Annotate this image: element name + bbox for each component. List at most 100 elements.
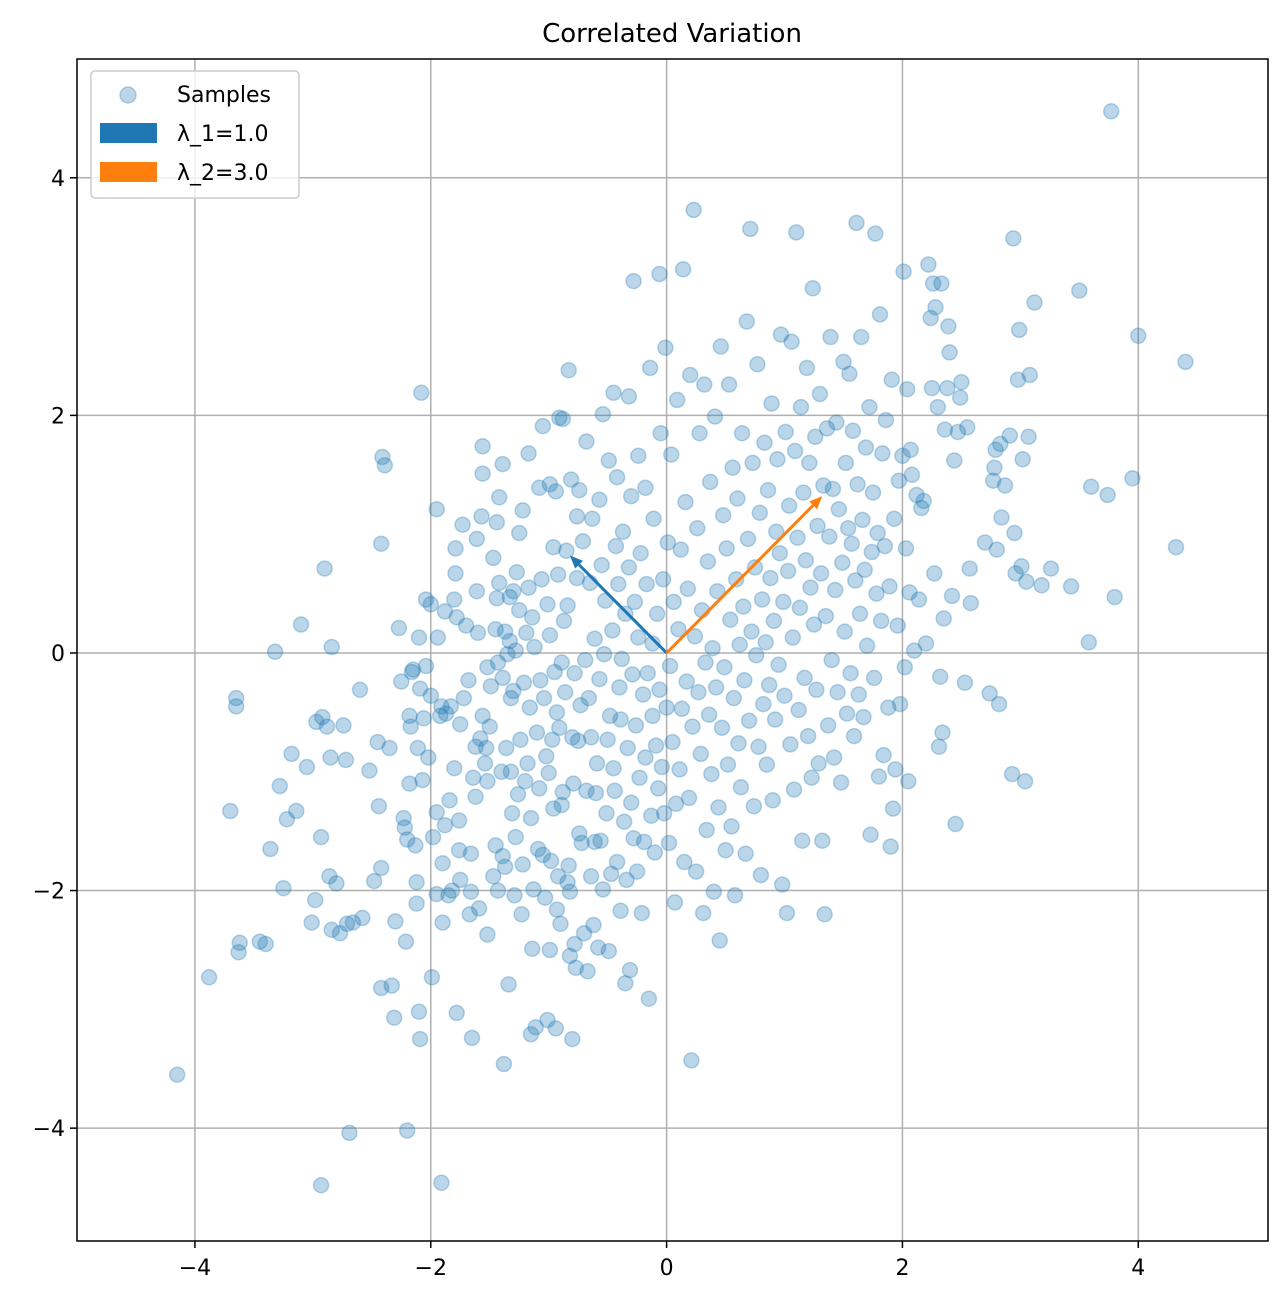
sample-point	[803, 769, 820, 786]
sample-point	[447, 540, 464, 557]
sample-point	[566, 935, 583, 953]
sample-point	[536, 889, 554, 906]
sample-point	[1080, 634, 1098, 651]
sample-point	[476, 755, 494, 772]
sample-point	[573, 834, 590, 852]
sample-point	[740, 712, 758, 729]
sample-point	[723, 818, 740, 835]
sample-point	[411, 1030, 429, 1048]
sample-point	[578, 782, 595, 800]
legend-lambda2-patch	[100, 162, 157, 182]
x-tick-label: 4	[1131, 1256, 1145, 1281]
legend: Samples λ_1=1.0 λ_2=3.0	[90, 70, 300, 199]
sample-point	[568, 569, 586, 587]
sample-point	[372, 979, 390, 997]
sample-point	[619, 739, 636, 757]
sample-point	[805, 616, 823, 633]
sample-point	[786, 442, 804, 460]
sample-point	[514, 502, 531, 519]
sample-point	[867, 225, 884, 242]
sample-point	[312, 828, 330, 846]
sample-point	[870, 768, 888, 785]
sample-point	[424, 828, 442, 846]
sample-point	[617, 605, 634, 623]
sample-point	[433, 698, 450, 715]
legend-lambda1-label: λ_1=1.0	[177, 122, 268, 147]
sample-point	[571, 481, 588, 499]
sample-point	[383, 977, 401, 994]
sample-point	[602, 865, 620, 883]
sample-point	[413, 384, 430, 402]
sample-point	[812, 565, 830, 582]
sample-point	[168, 1066, 186, 1083]
sample-point	[1042, 560, 1060, 577]
sample-point	[468, 582, 486, 600]
sample-point	[251, 933, 269, 950]
sample-point	[755, 695, 772, 713]
sample-point	[934, 724, 951, 741]
sample-point	[481, 718, 498, 735]
sample-point	[981, 685, 998, 702]
sample-point	[402, 718, 419, 735]
sample-point	[404, 661, 422, 678]
sample-point	[553, 654, 570, 671]
sample-point	[611, 679, 628, 696]
sample-point	[376, 457, 394, 474]
sample-point	[410, 629, 428, 646]
sample-point	[753, 591, 771, 608]
sample-point	[931, 668, 949, 685]
sample-point	[338, 915, 356, 933]
sample-point	[876, 537, 894, 555]
sample-point	[657, 339, 674, 356]
sample-point	[515, 674, 533, 691]
sample-point	[564, 729, 581, 746]
sample-point	[592, 832, 609, 849]
sample-point	[839, 519, 857, 537]
sample-point	[706, 408, 724, 425]
sample-point	[604, 622, 621, 639]
sample-point	[712, 338, 730, 355]
sample-point	[586, 630, 603, 647]
sample-point	[341, 1124, 358, 1142]
sample-point	[354, 909, 371, 927]
sample-point	[594, 881, 612, 898]
sample-point	[474, 438, 491, 455]
sample-point	[467, 738, 484, 756]
sample-point	[535, 689, 553, 707]
grid-lines	[77, 59, 1268, 1241]
sample-point	[798, 359, 816, 377]
sample-point	[691, 424, 708, 442]
sample-point	[584, 510, 601, 527]
sample-point	[312, 1176, 330, 1194]
sample-point	[672, 541, 690, 558]
sample-point	[819, 717, 837, 734]
sample-point	[920, 256, 937, 273]
sample-point	[227, 689, 245, 707]
sample-point	[530, 479, 548, 497]
sample-point	[417, 591, 435, 608]
y-tick-label: 2	[51, 404, 65, 429]
sample-point	[872, 612, 890, 630]
sample-point	[645, 510, 662, 527]
sample-point	[381, 739, 398, 757]
sample-point	[528, 724, 546, 741]
sample-point	[678, 673, 695, 690]
sample-point	[446, 591, 463, 608]
sample-point	[523, 940, 541, 958]
sample-point	[494, 847, 511, 865]
sample-point	[559, 597, 576, 614]
sample-point	[1003, 765, 1021, 783]
sample-point	[409, 739, 427, 757]
sample-point	[586, 833, 603, 851]
sample-point	[650, 780, 667, 797]
sample-point	[344, 914, 362, 931]
sample-point	[398, 831, 416, 848]
sample-point	[323, 638, 340, 656]
sample-point	[677, 493, 694, 511]
sample-point	[686, 628, 704, 645]
sample-point	[552, 915, 569, 933]
sample-point	[505, 682, 522, 700]
sample-point	[526, 638, 543, 656]
sample-point	[487, 837, 504, 854]
sample-point	[613, 650, 631, 668]
